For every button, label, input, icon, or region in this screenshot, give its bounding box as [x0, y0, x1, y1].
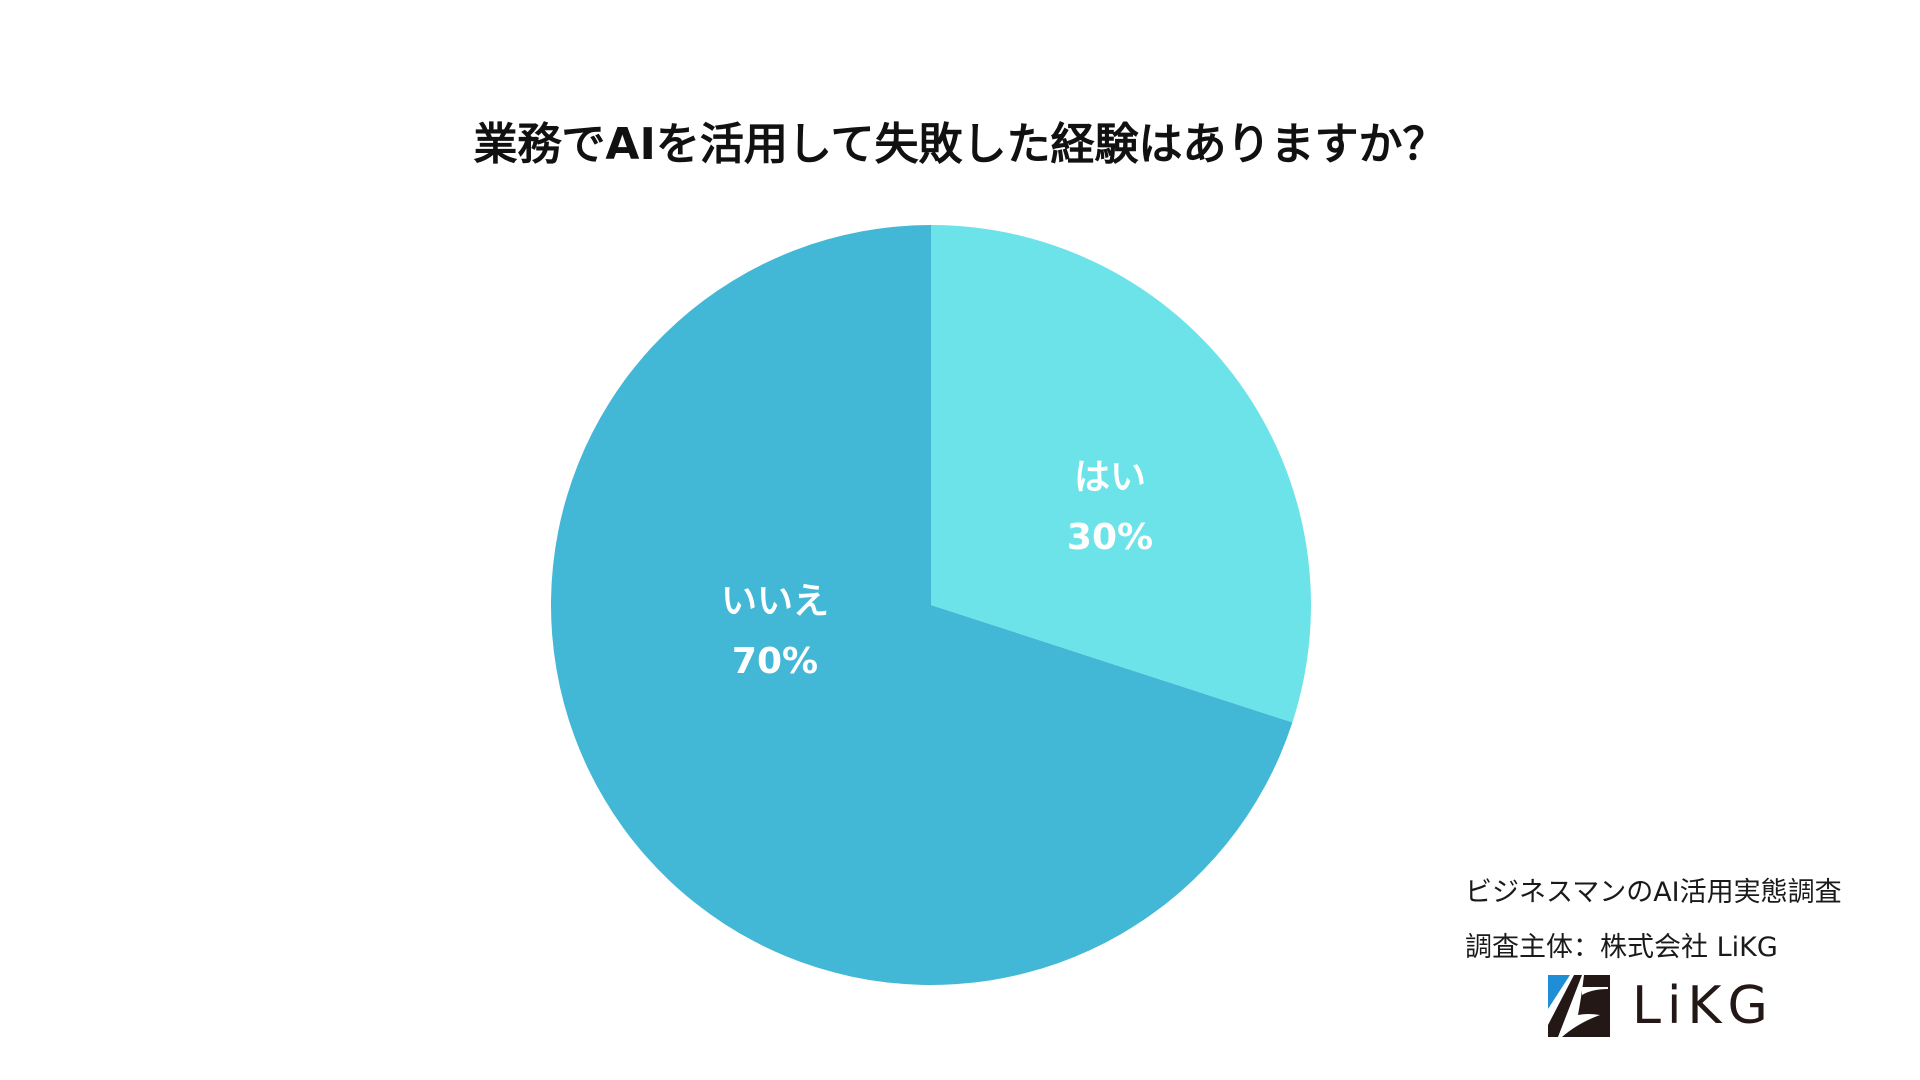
slice-yes-value: 30% — [1066, 517, 1154, 558]
survey-name: ビジネスマンのAI活用実態調査 — [1465, 877, 1842, 908]
survey-organizer: 調査主体：株式会社 LiKG — [1465, 932, 1778, 963]
chart-title: 業務でAIを活用して失敗した経験はありますか？ — [473, 119, 1447, 170]
slice-label-yes: はい 30% — [1040, 448, 1180, 568]
logo-text: LiKG — [1632, 976, 1774, 1036]
likg-logo: LiKG — [1548, 975, 1774, 1037]
slice-no-value: 70% — [731, 641, 819, 682]
pie-slice-yes — [931, 225, 1311, 723]
slice-label-no: いいえ 70% — [690, 572, 860, 692]
likg-logo-mark-icon — [1548, 975, 1610, 1037]
pie-slice-no — [550, 225, 1293, 986]
slice-yes-name: はい — [1073, 457, 1146, 498]
slice-no-name: いいえ — [720, 581, 829, 622]
